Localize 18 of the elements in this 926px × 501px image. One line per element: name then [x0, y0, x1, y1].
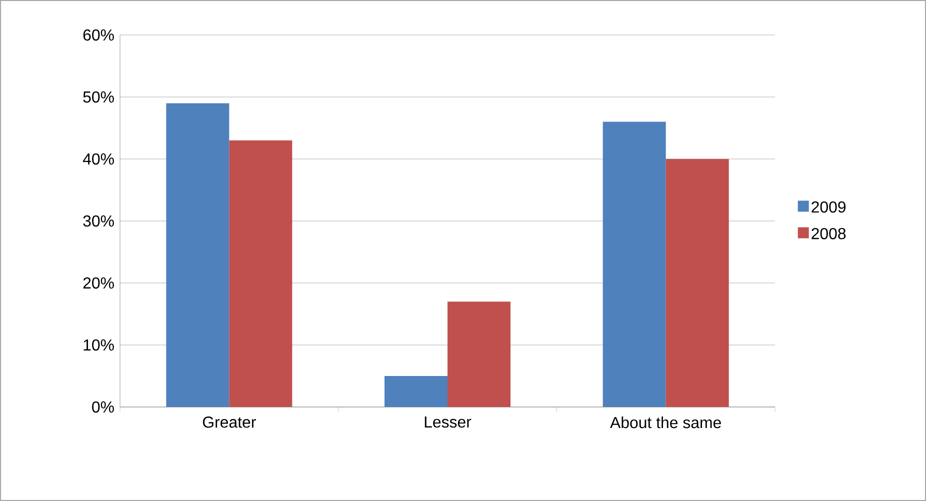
bar [602, 122, 666, 407]
y-tick-label: 60% [83, 29, 114, 41]
bar [166, 103, 230, 407]
bar [384, 376, 448, 407]
y-tick-label: 20% [83, 277, 114, 289]
y-tick-label: 10% [84, 339, 114, 351]
y-tick-label: 0% [92, 401, 114, 413]
bar [229, 140, 292, 407]
x-tick-label: Lesser [424, 416, 472, 428]
x-tick-label: About the same [610, 416, 721, 428]
y-tick-label: 30% [83, 215, 114, 227]
y-tick-label: 40% [82, 153, 114, 165]
bar [448, 302, 511, 407]
bar [666, 158, 729, 407]
legend-label: 2009 [812, 201, 846, 213]
x-tick-label: Greater [202, 416, 256, 428]
y-tick-label: 50% [83, 91, 114, 103]
legend-label: 2008 [812, 228, 846, 240]
